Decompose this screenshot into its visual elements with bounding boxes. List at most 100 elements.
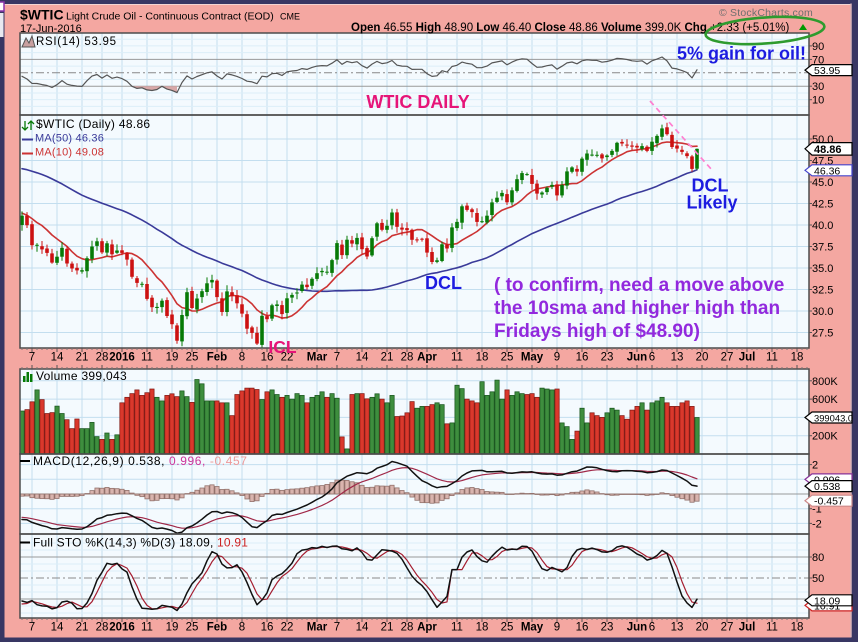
svg-text:27.5: 27.5 (812, 328, 833, 340)
svg-text:$WTIC: $WTIC (20, 7, 64, 23)
svg-text:the 10sma and higher high than: the 10sma and higher high than (494, 298, 780, 319)
svg-text:7: 7 (29, 352, 35, 364)
svg-text:8: 8 (239, 622, 245, 634)
svg-text:16: 16 (261, 622, 274, 634)
svg-text:14: 14 (356, 622, 369, 634)
svg-text:11: 11 (766, 622, 778, 634)
svg-text:14: 14 (51, 622, 64, 634)
svg-text:7: 7 (29, 622, 35, 634)
svg-text:ICL: ICL (268, 337, 297, 357)
svg-text:28: 28 (401, 622, 414, 634)
svg-text:Fridays high of $48.90): Fridays high of $48.90) (494, 321, 700, 342)
svg-text:6: 6 (649, 352, 655, 364)
svg-text:Apr: Apr (417, 352, 437, 364)
svg-text:21: 21 (76, 352, 89, 364)
svg-text:30.0: 30.0 (812, 306, 833, 318)
svg-text:$WTIC (Daily) 48.86: $WTIC (Daily) 48.86 (36, 117, 150, 131)
svg-text:WTIC DAILY: WTIC DAILY (366, 92, 469, 112)
svg-text:11: 11 (451, 352, 463, 364)
svg-text:CME: CME (280, 12, 300, 22)
svg-text:19: 19 (166, 352, 179, 364)
svg-text:11: 11 (766, 352, 778, 364)
svg-text:30: 30 (812, 81, 824, 93)
svg-text:11: 11 (141, 352, 153, 364)
svg-text:Feb: Feb (207, 352, 227, 364)
svg-text:DCL: DCL (692, 176, 729, 196)
svg-text:May: May (521, 352, 544, 364)
svg-text:20: 20 (696, 622, 709, 634)
svg-text:18: 18 (476, 622, 489, 634)
svg-text:399043.0: 399043.0 (814, 413, 853, 424)
svg-text:Mar: Mar (307, 352, 328, 364)
svg-text:32.5: 32.5 (812, 285, 833, 297)
svg-text:70: 70 (812, 54, 824, 66)
svg-text:2: 2 (812, 460, 818, 472)
svg-text:20: 20 (696, 352, 709, 364)
svg-text:23: 23 (601, 352, 614, 364)
svg-text:35.0: 35.0 (812, 263, 833, 275)
svg-text:18: 18 (476, 352, 489, 364)
svg-text:13: 13 (671, 622, 684, 634)
svg-text:5% gain for oil!: 5% gain for oil! (677, 44, 806, 64)
svg-text:Light Crude Oil - Continuous C: Light Crude Oil - Continuous Contract (E… (66, 11, 274, 23)
svg-text:25: 25 (186, 352, 199, 364)
svg-text:45.0: 45.0 (812, 177, 833, 189)
svg-text:800K: 800K (812, 376, 838, 388)
svg-text:17-Jun-2016: 17-Jun-2016 (20, 23, 82, 35)
svg-text:2016: 2016 (109, 622, 135, 634)
svg-text:Volume 399,043: Volume 399,043 (36, 369, 127, 383)
svg-text:Jul: Jul (739, 622, 756, 634)
svg-text:28: 28 (96, 352, 109, 364)
svg-text:18.09: 18.09 (814, 595, 840, 607)
svg-text:18: 18 (791, 352, 804, 364)
svg-text:21: 21 (76, 622, 89, 634)
svg-text:25: 25 (186, 622, 199, 634)
svg-text:10: 10 (812, 95, 824, 107)
svg-text:9: 9 (554, 352, 560, 364)
svg-text:40.0: 40.0 (812, 220, 833, 232)
svg-text:7: 7 (334, 622, 340, 634)
svg-text:600K: 600K (812, 394, 838, 406)
svg-text:46.36: 46.36 (814, 165, 840, 177)
svg-text:53.95: 53.95 (814, 65, 840, 77)
svg-text:28: 28 (401, 352, 414, 364)
svg-text:22: 22 (281, 622, 294, 634)
svg-text:27: 27 (721, 622, 734, 634)
svg-text:80: 80 (812, 552, 824, 564)
svg-text:11: 11 (451, 622, 463, 634)
svg-text:May: May (521, 622, 544, 634)
svg-text:200K: 200K (812, 431, 838, 443)
svg-text:Jul: Jul (739, 352, 756, 364)
svg-text:Jun: Jun (627, 352, 647, 364)
svg-text:37.5: 37.5 (812, 242, 833, 254)
svg-text:42.5: 42.5 (812, 199, 833, 211)
svg-text:23: 23 (601, 622, 614, 634)
svg-text:16: 16 (261, 352, 274, 364)
svg-text:14: 14 (51, 352, 64, 364)
svg-text:7: 7 (334, 352, 340, 364)
svg-text:RSI(14) 53.95: RSI(14) 53.95 (36, 36, 117, 48)
svg-text:Likely: Likely (686, 193, 737, 213)
svg-text:Feb: Feb (207, 622, 227, 634)
svg-text:Jun: Jun (627, 622, 647, 634)
svg-text:MA(50) 46.36: MA(50) 46.36 (35, 133, 104, 145)
svg-text:MA(10) 49.08: MA(10) 49.08 (35, 147, 104, 159)
svg-text:28: 28 (96, 622, 109, 634)
svg-text:16: 16 (576, 622, 589, 634)
svg-text:21: 21 (381, 352, 394, 364)
svg-text:-2: -2 (812, 518, 822, 530)
svg-text:Mar: Mar (307, 622, 328, 634)
svg-text:Full STO %K(14,3) %D(3) 18.09,: Full STO %K(14,3) %D(3) 18.09, 10.91 (33, 536, 248, 550)
svg-text:21: 21 (381, 622, 394, 634)
svg-text:Open 46.55 High 48.90 Low 46.4: Open 46.55 High 48.90 Low 46.40 Close 48… (351, 22, 790, 34)
svg-text:9: 9 (554, 622, 560, 634)
svg-text:-0.457: -0.457 (814, 496, 844, 508)
svg-text:13: 13 (671, 352, 684, 364)
svg-text:22: 22 (281, 352, 294, 364)
svg-text:DCL: DCL (425, 273, 462, 293)
svg-text:MACD(12,26,9) 0.538, 0.996, -0: MACD(12,26,9) 0.538, 0.996, -0.457 (33, 454, 248, 468)
svg-text:48.86: 48.86 (814, 144, 842, 156)
svg-text:18: 18 (791, 622, 804, 634)
svg-text:Apr: Apr (417, 622, 437, 634)
svg-text:90: 90 (812, 41, 824, 53)
